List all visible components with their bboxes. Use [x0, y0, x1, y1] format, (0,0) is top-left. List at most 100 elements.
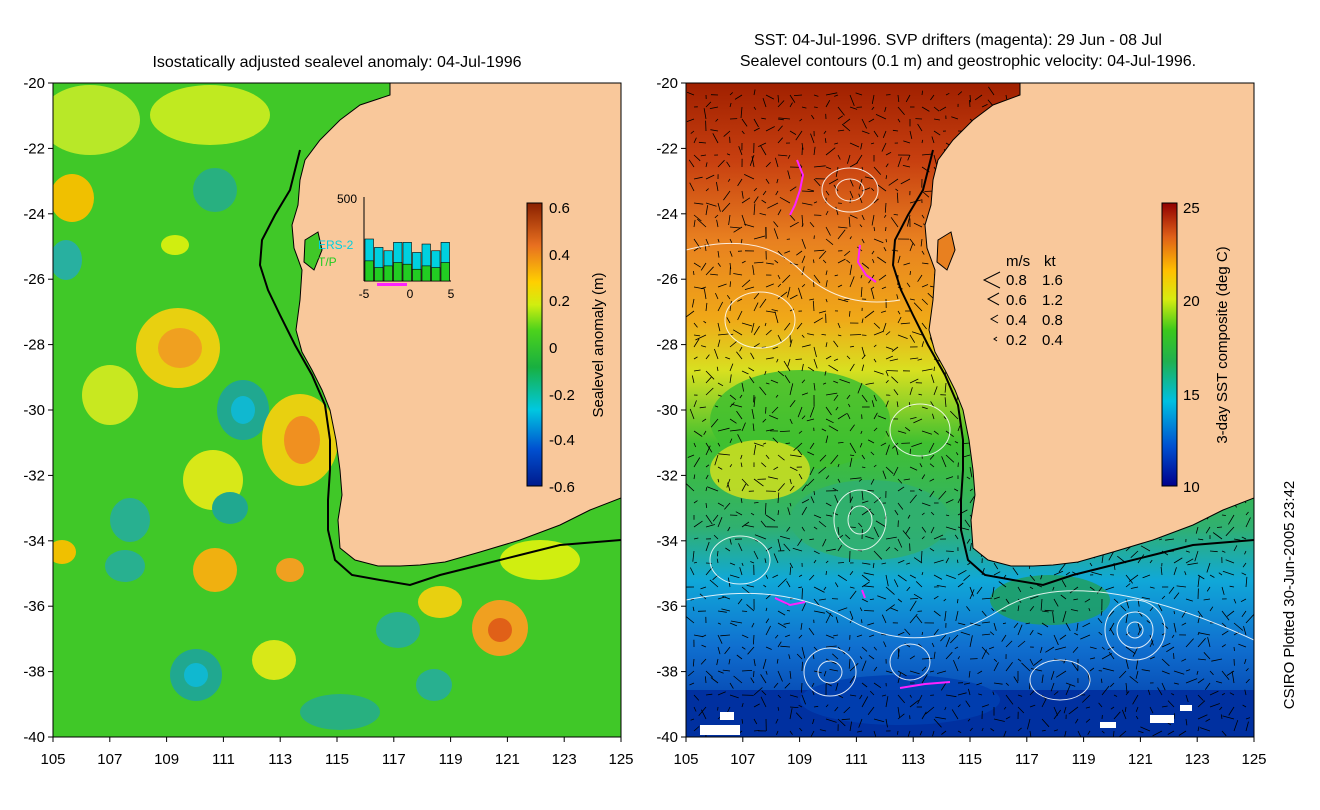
velocity-arrow — [714, 348, 719, 360]
velocity-arrow — [777, 334, 782, 342]
velocity-arrow — [798, 574, 803, 577]
velocity-arrow — [1173, 682, 1179, 685]
velocity-arrow — [1076, 622, 1079, 632]
velocity-arrow — [801, 344, 811, 348]
velocity-arrow — [969, 99, 971, 108]
velocity-arrow — [813, 146, 816, 156]
velocity-arrow — [741, 130, 745, 135]
velocity-arrow — [798, 287, 803, 300]
velocity-arrow — [873, 226, 876, 232]
velocity-arrow — [837, 258, 846, 264]
velocity-arrow — [777, 454, 785, 461]
sst-colorbar — [1161, 202, 1178, 487]
velocity-arrow — [881, 694, 887, 697]
velocity-arrow — [777, 370, 785, 377]
velocity-arrow — [1197, 538, 1204, 541]
velocity-arrow — [1226, 610, 1235, 617]
lon-tick-label: 121 — [495, 751, 520, 768]
velocity-arrow — [1218, 572, 1223, 576]
velocity-arrow — [930, 526, 935, 534]
velocity-arrow — [921, 474, 926, 480]
velocity-legend-header-kt: kt — [1044, 253, 1057, 270]
velocity-arrow — [822, 538, 827, 547]
velocity-arrow — [705, 670, 714, 678]
velocity-arrow — [819, 454, 827, 462]
velocity-arrow — [1199, 727, 1211, 732]
velocity-arrow — [799, 118, 803, 122]
velocity-arrow — [744, 174, 755, 180]
velocity-arrow — [764, 558, 767, 564]
velocity-arrow — [825, 280, 828, 288]
velocity-arrow — [825, 298, 828, 303]
velocity-arrow — [833, 634, 839, 637]
velocity-arrow — [717, 262, 721, 267]
velocity-arrow — [726, 478, 731, 488]
velocity-arrow — [1220, 714, 1223, 720]
velocity-arrow — [1215, 681, 1223, 684]
velocity-arrow — [1070, 609, 1079, 612]
velocity-arrow — [760, 674, 767, 684]
velocity-arrow — [1238, 643, 1247, 648]
lon-tick-label: 123 — [552, 751, 577, 768]
velocity-arrow — [873, 718, 885, 723]
velocity-arrow — [727, 482, 731, 492]
velocity-arrow — [1197, 694, 1204, 701]
velocity-arrow — [753, 106, 757, 110]
velocity-arrow — [1017, 694, 1023, 697]
velocity-arrow — [834, 142, 839, 145]
velocity-arrow — [1161, 705, 1168, 708]
velocity-arrow — [717, 382, 724, 387]
velocity-arrow — [750, 512, 755, 516]
velocity-arrow — [692, 550, 695, 562]
velocity-arrow — [1194, 550, 1199, 562]
velocity-arrow — [691, 375, 695, 384]
velocity-arrow — [1173, 713, 1175, 720]
velocity-arrow — [812, 691, 815, 696]
velocity-arrow — [857, 382, 863, 394]
velocity-arrow — [740, 498, 743, 504]
velocity-arrow — [911, 331, 923, 336]
velocity-arrow — [1058, 562, 1067, 573]
velocity-arrow — [741, 197, 751, 204]
velocity-arrow — [885, 238, 887, 243]
velocity-arrow — [1072, 646, 1079, 653]
velocity-arrow — [1013, 676, 1019, 684]
velocity-arrow — [855, 92, 863, 96]
velocity-arrow — [734, 94, 743, 100]
velocity-arrow — [1221, 644, 1226, 648]
inset-bar-tp — [393, 262, 403, 282]
velocity-arrow — [823, 130, 827, 135]
velocity-arrow — [882, 130, 887, 138]
velocity-arrow — [1173, 592, 1180, 600]
velocity-arrow — [1185, 598, 1193, 602]
velocity-arrow — [741, 478, 749, 487]
velocity-arrow — [705, 474, 709, 480]
velocity-arrow — [906, 562, 911, 565]
velocity-arrow — [988, 86, 995, 96]
velocity-arrow — [1140, 545, 1151, 552]
velocity-arrow — [900, 178, 911, 185]
velocity-arrow — [870, 286, 875, 290]
inset-bar-tp — [402, 263, 412, 282]
velocity-arrow — [837, 694, 844, 699]
velocity-arrow — [825, 682, 832, 687]
velocity-arrow — [849, 526, 856, 528]
shark-bay — [936, 231, 956, 271]
velocity-arrow — [693, 500, 698, 504]
velocity-arrow — [717, 646, 721, 655]
velocity-arrow — [720, 634, 731, 637]
velocity-arrow — [1161, 670, 1170, 675]
velocity-arrow — [858, 478, 863, 482]
velocity-arrow — [1187, 562, 1199, 566]
velocity-arrow — [1161, 682, 1166, 691]
velocity-arrow — [740, 462, 743, 468]
velocity-arrow — [1221, 610, 1230, 621]
velocity-arrow — [813, 346, 817, 358]
velocity-arrow — [1141, 597, 1151, 600]
velocity-arrow — [993, 622, 997, 631]
lon-tick-label: 107 — [97, 751, 122, 768]
velocity-arrow — [943, 416, 947, 420]
velocity-arrow — [885, 546, 891, 552]
velocity-arrow — [864, 610, 875, 612]
velocity-arrow — [760, 145, 767, 156]
